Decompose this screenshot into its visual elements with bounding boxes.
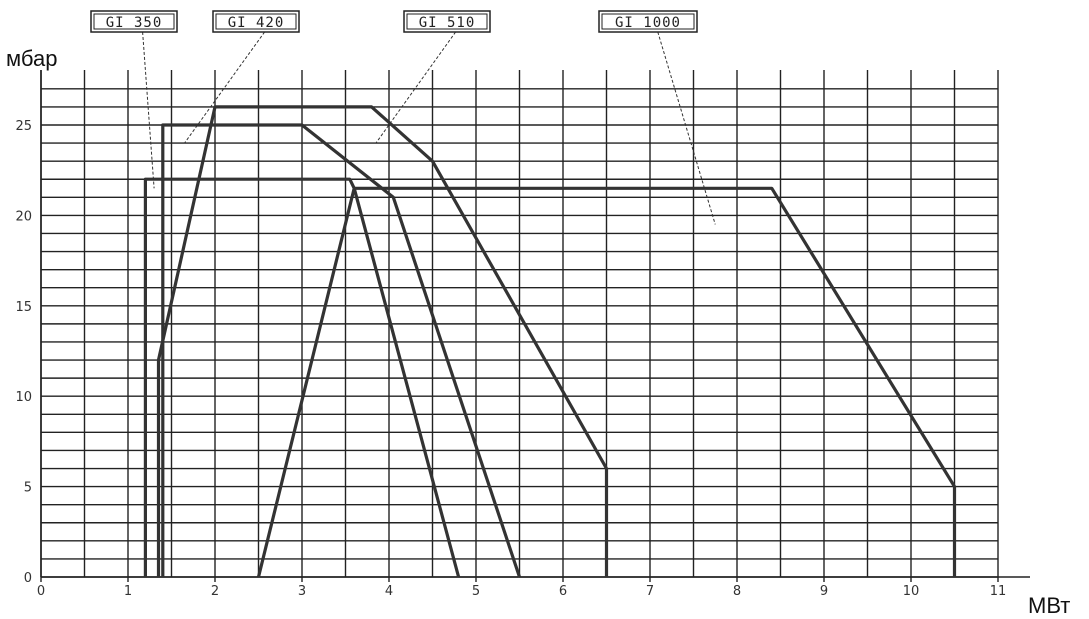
y-axis: 0 5 10 15 20 25 (15, 70, 42, 586)
y-tick-label: 10 (15, 390, 32, 405)
series-layer (143, 105, 957, 578)
x-tick-label: 9 (820, 584, 828, 599)
y-tick-label: 5 (24, 481, 32, 496)
legend-box-inner (406, 13, 488, 30)
legend-box (403, 10, 491, 33)
legend-leader-line (375, 31, 457, 144)
legend-box-inner (93, 13, 175, 30)
y-tick-label: 0 (24, 571, 32, 586)
x-tick-label: 2 (211, 584, 219, 599)
x-axis: 0 1 2 3 4 5 6 7 8 9 10 11 (37, 576, 1030, 599)
x-tick-label: 8 (733, 584, 741, 599)
series-line-gi-350 (143, 177, 461, 578)
y-tick-label: 25 (15, 119, 32, 134)
y-tick-label: 15 (15, 300, 32, 315)
legend-box-inner (601, 13, 695, 30)
legend-leader-line (142, 31, 155, 189)
y-axis-title: мбар (6, 46, 57, 71)
x-tick-label: 7 (646, 584, 654, 599)
legend-label: GI 1000 (615, 15, 681, 31)
legend-box (212, 10, 300, 33)
legend-label: GI 420 (228, 15, 285, 31)
legend: GI 350 GI 420 GI 510 GI 1000 (90, 10, 716, 225)
x-tick-label: 4 (385, 584, 393, 599)
x-tick-label: 6 (559, 584, 567, 599)
series-line-gi-1000 (256, 186, 957, 578)
x-tick-label: 11 (990, 584, 1007, 599)
legend-label: GI 510 (419, 15, 476, 31)
legend-label: GI 350 (106, 15, 163, 31)
legend-box-inner (215, 13, 297, 30)
x-tick-label: 0 (37, 584, 45, 599)
series-line-gi-510 (156, 105, 609, 577)
x-tick-label: 3 (298, 584, 306, 599)
legend-box (598, 10, 698, 33)
x-axis-title: МВт (1028, 593, 1070, 618)
legend-box (90, 10, 178, 33)
y-tick-label: 20 (15, 209, 32, 224)
series-line-gi-420 (161, 123, 522, 578)
grid (40, 70, 999, 578)
x-tick-label: 5 (472, 584, 480, 599)
legend-leader-line (657, 31, 716, 225)
x-tick-label: 10 (903, 584, 920, 599)
x-tick-label: 1 (124, 584, 132, 599)
legend-leader-line (184, 31, 266, 144)
